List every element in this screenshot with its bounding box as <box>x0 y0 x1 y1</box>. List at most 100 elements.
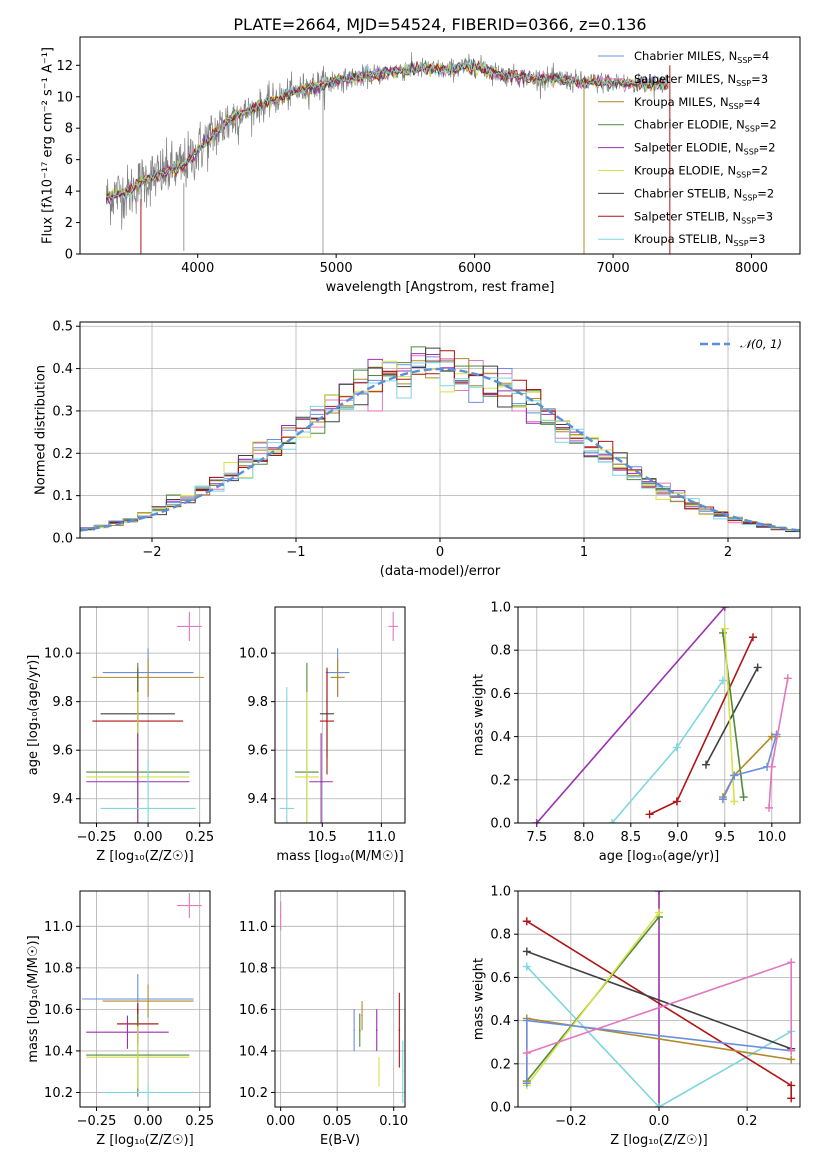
weight-marker-salpeter-stelib <box>787 1081 796 1090</box>
weight-marker-chabrier-stelib <box>753 663 762 672</box>
spectrum-plot-area <box>105 52 671 254</box>
point-kroupa-miles <box>147 1000 149 1002</box>
weight-marker-salpeter-miles <box>764 803 773 812</box>
weight-marker-salpeter-stelib <box>749 633 757 642</box>
point-salpeter-miles <box>279 915 282 917</box>
y-tick-label: 9.6 <box>52 744 73 759</box>
mass-vs-ebv-panel: 0.00 0.05 0.10 10.2 10.4 10.6 10.8 11.0 E(B-V) <box>239 890 408 1148</box>
y-tick-label: 0.5 <box>52 320 73 335</box>
legend-entry-kroupa-miles: Kroupa MILES, NSSP=4 <box>634 95 760 111</box>
plot-frame <box>79 36 801 255</box>
weight-marker-kroupa-elodie <box>655 908 663 917</box>
y-tick-label: 1.0 <box>490 885 511 900</box>
y-tick-label: 10.8 <box>44 961 73 976</box>
y-tick-label: 10 <box>56 90 73 105</box>
y-tick-label: 0.8 <box>490 928 511 943</box>
weight-marker-chabrier-miles <box>522 1079 531 1088</box>
point-salpeter-stelib <box>326 720 328 722</box>
point-kroupa-stelib <box>401 1070 404 1073</box>
point-chabrier-miles <box>353 1029 355 1031</box>
x-tick-label: 11.0 <box>367 830 396 845</box>
y-tick-label: 10.0 <box>239 647 268 662</box>
weight-marker-salpeter-stelib <box>645 810 654 819</box>
y-tick-label: 11.0 <box>44 920 73 935</box>
y-tick-label: 6 <box>65 153 73 168</box>
point-kroupa-miles <box>361 1014 363 1017</box>
x-tick-label: 0.25 <box>185 830 214 845</box>
x-tick-label: 0.10 <box>379 1114 408 1129</box>
x-tick-label: 10.0 <box>757 830 786 845</box>
weight-marker-kroupa-stelib <box>608 819 616 823</box>
x-tick-label: 4000 <box>181 261 214 276</box>
point-salpeter-elodie <box>320 780 322 783</box>
y-tick-label: 9.4 <box>247 792 268 807</box>
weight-line-chabrier-stelib <box>705 667 759 766</box>
y-tick-label: 10.4 <box>44 1044 73 1059</box>
point-kroupa-miles <box>147 676 149 679</box>
point-salpeter-miles <box>188 625 191 628</box>
weight-marker-chabrier-stelib <box>702 760 710 769</box>
y-tick-label: 10.2 <box>44 1086 73 1101</box>
weight-line-salpeter-stelib <box>649 636 754 816</box>
point-salpeter-stelib <box>398 1029 401 1031</box>
residuals-panel: −2 −1 0 1 2 0.0 0.1 0.2 0.3 0.4 0.5 (data-model)/er… <box>33 320 801 579</box>
y-tick-label: 0.8 <box>490 644 511 659</box>
legend-entry-normal: 𝒩(0, 1) <box>740 337 782 351</box>
age-vs-Z-plot-area <box>86 611 204 823</box>
massweight-vs-age-plot-area <box>532 607 792 823</box>
weight-marker-chabrier-miles <box>730 771 739 780</box>
x-tick-label: 10.5 <box>308 830 337 845</box>
plot-frame <box>517 606 801 824</box>
age-vs-mass-plot-area <box>279 611 398 823</box>
y-axis-label: mass weight <box>471 958 486 1040</box>
x-axis-label: mass [log₁₀(M/M☉)] <box>276 849 403 864</box>
weight-marker-kroupa-stelib <box>655 1103 663 1107</box>
y-tick-label: 9.8 <box>52 695 73 710</box>
weight-marker-chabrier-elodie <box>739 793 748 802</box>
y-tick-label: 0.4 <box>490 730 511 745</box>
mass-vs-ebv-plot-area <box>279 901 404 1103</box>
weight-line-kroupa-elodie <box>526 912 660 1086</box>
x-tick-label: 0.00 <box>134 830 163 845</box>
point-chabrier-elodie <box>358 1029 361 1031</box>
x-tick-label: 0.25 <box>185 1114 214 1129</box>
normal-reference-curve <box>80 367 800 532</box>
y-tick-label: 11.0 <box>239 920 268 935</box>
x-tick-label: −0.25 <box>77 1114 117 1129</box>
weight-marker-salpeter-elodie <box>655 891 663 895</box>
x-tick-label: 9.5 <box>714 830 735 845</box>
spectrum-panel: 4000 5000 6000 7000 8000 0 2 4 6 8 10 12 wavelength … <box>41 36 801 295</box>
weight-line-chabrier-miles <box>722 734 778 800</box>
y-tick-label: 10.8 <box>239 961 268 976</box>
y-axis-label: mass [log₁₀(M/M☉)] <box>26 935 41 1062</box>
point-kroupa-elodie <box>136 1056 139 1058</box>
x-tick-label: −0.25 <box>77 830 117 845</box>
x-tick-label: 5000 <box>320 261 353 276</box>
weight-marker-salpeter-elodie <box>720 607 729 611</box>
legend-entry-salpeter-miles: Salpeter MILES, NSSP=3 <box>634 72 768 88</box>
x-tick-label: 6000 <box>458 261 491 276</box>
x-tick-label: 8.5 <box>620 830 641 845</box>
plot-frame <box>79 606 211 824</box>
age-vs-Z-panel: −0.25 0.00 0.25 9.4 9.6 9.8 10.0 Z [log₁₀(Z/Z☉)… <box>26 606 214 864</box>
weight-marker-kroupa-miles <box>787 1055 796 1064</box>
y-tick-label: 0 <box>65 248 73 263</box>
weight-marker-chabrier-stelib <box>522 947 531 956</box>
y-tick-label: 0.1 <box>52 489 73 504</box>
y-tick-label: 0.2 <box>52 447 73 462</box>
weight-marker-salpeter-miles <box>787 958 796 967</box>
point-chabrier-miles <box>136 998 139 1000</box>
x-tick-label: 7.5 <box>526 830 547 845</box>
weight-marker-kroupa-stelib <box>718 676 727 685</box>
weight-line-chabrier-stelib <box>526 950 792 1050</box>
weight-marker-salpeter-miles <box>767 762 776 771</box>
x-tick-label: 8.0 <box>573 830 594 845</box>
x-tick-label: 0.2 <box>737 1114 758 1129</box>
model-line-kroupa-stelib <box>106 59 669 199</box>
x-tick-label: 2 <box>724 545 732 560</box>
mass-vs-Z-panel: −0.25 0.00 0.25 10.2 10.4 10.6 10.8 11.0 Z [log₁… <box>26 890 214 1148</box>
y-tick-label: 4 <box>65 185 73 200</box>
massweight-vs-age-panel: 7.5 8.0 8.5 9.0 9.5 10.0 0.0 0.2 0.4 0.6 0.8 1.0 age… <box>471 601 801 864</box>
y-axis-label: mass weight <box>471 674 486 756</box>
